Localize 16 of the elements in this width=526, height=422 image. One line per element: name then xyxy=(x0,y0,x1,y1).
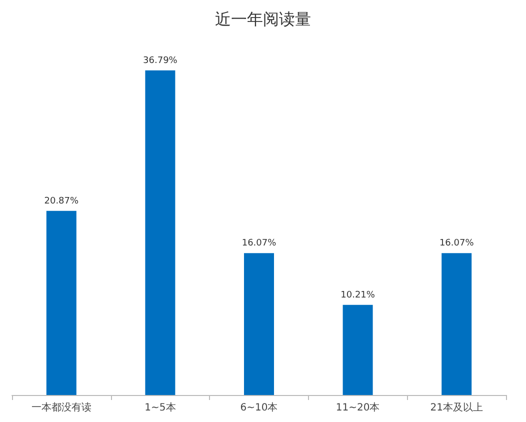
data-label: 16.07% xyxy=(439,238,474,249)
bar xyxy=(244,253,274,395)
x-tick-label: 6~10本 xyxy=(240,402,278,414)
bar xyxy=(442,253,472,395)
data-label: 16.07% xyxy=(242,238,277,249)
bar xyxy=(145,70,176,395)
bar xyxy=(342,304,373,395)
data-label: 36.79% xyxy=(143,56,178,66)
bar xyxy=(46,210,76,395)
x-tick-label: 一本都没有读 xyxy=(31,402,92,414)
chart-title: 近一年阅读量 xyxy=(215,10,311,28)
x-tick-label: 21本及以上 xyxy=(430,402,483,414)
data-label: 20.87% xyxy=(44,196,79,206)
x-tick-label: 1~5本 xyxy=(144,402,176,414)
x-tick-label: 11~20本 xyxy=(336,402,380,414)
data-label: 10.21% xyxy=(340,290,376,300)
